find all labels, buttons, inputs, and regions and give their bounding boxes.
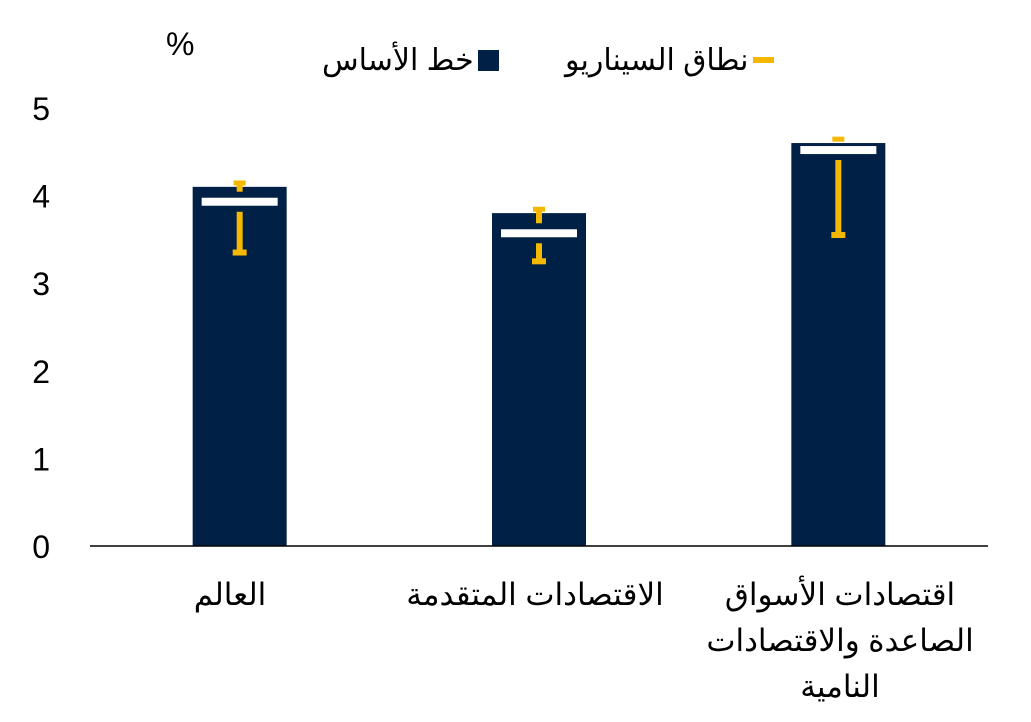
legend-swatch-baseline: [477, 49, 499, 71]
legend-item-baseline: خط الأساس: [322, 40, 499, 80]
scenario-range-cap-bottom: [532, 258, 546, 265]
category-label: اقتصادات الأسواق الصاعدة والاقتصادات النام…: [680, 572, 1000, 710]
y-tick-label: 5: [32, 91, 50, 127]
y-tick-label: 0: [32, 529, 50, 565]
scenario-range-cap-top: [233, 180, 246, 186]
baseline-marker: [501, 229, 577, 238]
scenario-range-cap-top: [533, 206, 545, 212]
legend-swatch-scenario: [752, 57, 774, 63]
y-tick-label: 2: [32, 354, 50, 390]
baseline-marker: [800, 146, 877, 155]
scenario-range-cap-top: [832, 136, 845, 142]
legend-label-baseline: خط الأساس: [322, 43, 474, 77]
y-tick-label: 3: [32, 266, 50, 302]
category-label: العالم: [130, 572, 330, 618]
category-label-line: اقتصادات الأسواق: [724, 577, 956, 612]
baseline-marker: [201, 197, 278, 206]
category-label-line: النامية: [800, 669, 880, 704]
baseline-bar: [492, 213, 586, 546]
category-label-line: الصاعدة والاقتصادات: [706, 623, 974, 658]
legend-item-scenario: نطاق السيناريو: [565, 40, 774, 80]
category-label-line: الاقتصادات المتقدمة: [406, 577, 664, 612]
category-label: الاقتصادات المتقدمة: [370, 572, 700, 618]
scenario-range-cap-bottom: [232, 249, 247, 256]
y-tick-label: 1: [32, 441, 50, 477]
legend-label-scenario: نطاق السيناريو: [565, 43, 749, 77]
scenario-range-cap-bottom: [831, 232, 846, 239]
y-tick-label: 4: [32, 179, 50, 215]
category-label-line: العالم: [193, 577, 267, 612]
y-unit-label: %: [166, 26, 195, 62]
